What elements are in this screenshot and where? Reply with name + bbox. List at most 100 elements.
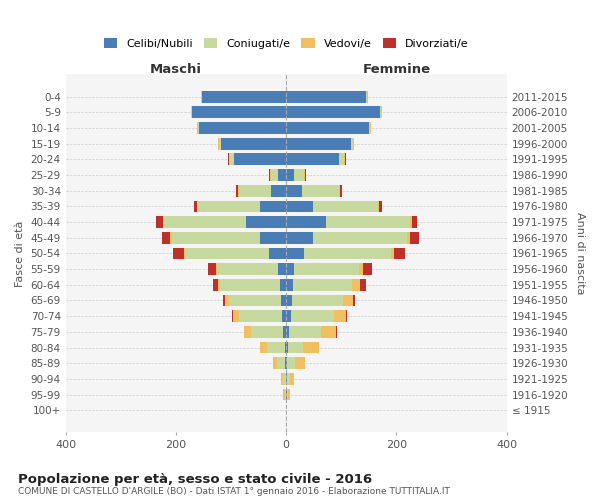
Bar xyxy=(219,138,286,149)
Bar xyxy=(286,248,405,260)
Bar xyxy=(286,373,294,384)
Bar xyxy=(286,263,372,275)
Bar xyxy=(286,106,381,118)
Bar xyxy=(286,294,343,306)
Bar xyxy=(271,169,286,181)
Bar xyxy=(286,106,382,118)
Bar xyxy=(286,358,295,369)
Bar xyxy=(285,358,286,369)
Bar xyxy=(185,248,286,260)
Bar xyxy=(286,169,306,181)
Bar xyxy=(286,91,368,102)
Bar xyxy=(283,373,286,384)
Bar xyxy=(225,294,286,306)
Bar xyxy=(286,279,352,290)
Bar xyxy=(286,310,290,322)
Bar xyxy=(286,122,369,134)
Bar xyxy=(260,342,286,353)
Bar xyxy=(286,169,305,181)
Bar xyxy=(244,326,286,338)
Bar xyxy=(286,169,304,181)
Bar xyxy=(286,185,339,196)
Bar xyxy=(286,122,371,134)
Bar xyxy=(199,122,286,134)
Text: Femmine: Femmine xyxy=(362,64,431,76)
Bar xyxy=(286,138,354,149)
Bar xyxy=(198,200,286,212)
Bar xyxy=(247,216,286,228)
Bar xyxy=(163,216,286,228)
Bar xyxy=(277,358,286,369)
Bar xyxy=(286,200,382,212)
Bar xyxy=(239,310,286,322)
Bar xyxy=(218,279,286,290)
Bar xyxy=(286,388,288,400)
Bar xyxy=(214,279,286,290)
Bar xyxy=(198,122,286,134)
Bar xyxy=(286,138,353,149)
Bar xyxy=(197,122,286,134)
Bar xyxy=(286,216,326,228)
Bar xyxy=(286,232,407,243)
Bar xyxy=(234,154,286,165)
Bar xyxy=(286,154,345,165)
Bar xyxy=(286,342,303,353)
Bar xyxy=(236,185,286,196)
Text: COMUNE DI CASTELLO D'ARGILE (BO) - Dati ISTAT 1° gennaio 2016 - Elaborazione TUT: COMUNE DI CASTELLO D'ARGILE (BO) - Dati … xyxy=(18,488,450,496)
Bar xyxy=(170,232,286,243)
Bar xyxy=(286,232,410,243)
Bar xyxy=(286,373,294,384)
Bar xyxy=(232,310,286,322)
Bar xyxy=(286,294,292,306)
Bar xyxy=(286,310,347,322)
Bar xyxy=(283,326,286,338)
Bar xyxy=(273,358,286,369)
Bar xyxy=(286,326,321,338)
Bar xyxy=(215,263,286,275)
Bar xyxy=(201,91,286,102)
Bar xyxy=(202,91,286,102)
Bar xyxy=(173,248,286,260)
Bar xyxy=(286,216,418,228)
Bar xyxy=(233,310,286,322)
Bar xyxy=(286,263,359,275)
Bar xyxy=(286,263,364,275)
Bar xyxy=(260,200,286,212)
Bar xyxy=(286,358,287,369)
Bar xyxy=(267,342,286,353)
Bar xyxy=(281,373,286,384)
Bar xyxy=(286,310,334,322)
Bar xyxy=(286,138,354,149)
Bar xyxy=(286,200,379,212)
Bar xyxy=(286,106,380,118)
Bar xyxy=(278,169,286,181)
Bar xyxy=(229,154,286,165)
Y-axis label: Anni di nascita: Anni di nascita xyxy=(575,212,585,294)
Bar xyxy=(286,294,355,306)
Bar xyxy=(184,248,286,260)
Bar xyxy=(260,232,286,243)
Bar xyxy=(286,373,290,384)
Bar xyxy=(286,91,367,102)
Bar xyxy=(286,310,346,322)
Bar xyxy=(286,342,288,353)
Y-axis label: Fasce di età: Fasce di età xyxy=(15,220,25,286)
Bar xyxy=(281,373,286,384)
Bar xyxy=(197,200,286,212)
Bar xyxy=(286,326,337,338)
Bar xyxy=(281,294,286,306)
Bar xyxy=(286,232,419,243)
Bar xyxy=(286,342,319,353)
Bar xyxy=(278,263,286,275)
Bar xyxy=(208,263,286,275)
Text: Popolazione per età, sesso e stato civile - 2016: Popolazione per età, sesso e stato civil… xyxy=(18,472,372,486)
Bar xyxy=(172,232,286,243)
Bar xyxy=(286,358,305,369)
Bar xyxy=(286,106,382,118)
Bar xyxy=(220,279,286,290)
Bar xyxy=(283,388,286,400)
Bar xyxy=(197,122,286,134)
Bar xyxy=(191,106,286,118)
Bar xyxy=(282,310,286,322)
Bar xyxy=(229,154,286,165)
